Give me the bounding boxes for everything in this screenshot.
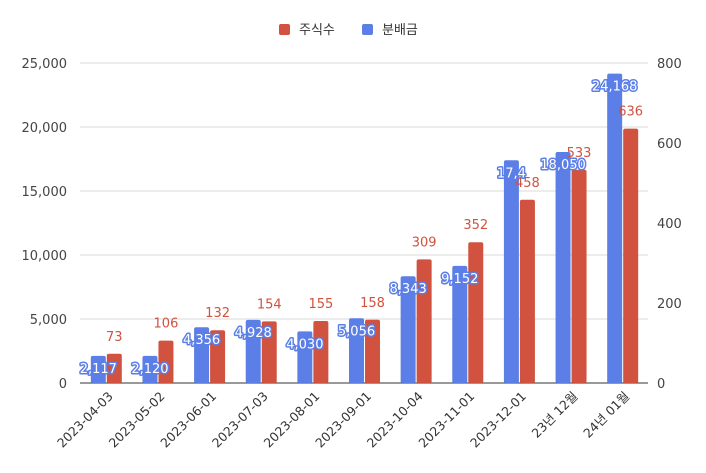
legend: 주식수 분배금 bbox=[279, 23, 418, 38]
bar-분배금-1 bbox=[142, 355, 158, 383]
data-label-주식수-4: 155 bbox=[308, 297, 333, 312]
right-tick-label: 200 bbox=[657, 297, 682, 312]
right-tick-label: 800 bbox=[657, 57, 682, 72]
right-tick-label: 0 bbox=[657, 377, 665, 392]
data-label-분배금-3: 4,928 bbox=[235, 326, 272, 341]
legend-swatch-1 bbox=[362, 24, 373, 35]
data-label-분배금-8: 17,4 bbox=[497, 166, 526, 181]
gridlines bbox=[80, 62, 648, 384]
data-label-주식수-10: 636 bbox=[618, 105, 643, 120]
bar-분배금-6 bbox=[400, 276, 416, 383]
bar-주식수-8 bbox=[519, 199, 535, 383]
legend-label-1: 분배금 bbox=[382, 23, 418, 38]
left-tick-label: 10,000 bbox=[22, 249, 68, 264]
bar-분배금-4 bbox=[297, 331, 313, 383]
category-label-9: 23년 12월 bbox=[528, 389, 580, 441]
bar-주식수-7 bbox=[468, 242, 484, 383]
data-labels: 73 2,117 106 2,120 132 4,356 154 4,928 155 4,030 1… bbox=[78, 78, 643, 378]
data-label-분배금-1: 2,120 bbox=[131, 362, 168, 377]
x-axis: 2023-04-032023-05-022023-06-012023-07-03… bbox=[54, 388, 632, 450]
bar-분배금-5 bbox=[349, 318, 364, 383]
data-label-분배금-10: 24,168 bbox=[592, 80, 638, 95]
bar-주식수-3 bbox=[261, 321, 277, 383]
bar-분배금-7 bbox=[452, 265, 468, 383]
data-label-주식수-3: 154 bbox=[257, 297, 282, 312]
bar-주식수-10 bbox=[623, 128, 639, 383]
bar-주식수-4 bbox=[313, 321, 329, 383]
bar-분배금-2 bbox=[194, 327, 210, 383]
data-label-분배금-5: 5,056 bbox=[338, 324, 375, 339]
data-label-주식수-9: 533 bbox=[567, 146, 592, 161]
bar-분배금-0 bbox=[90, 355, 106, 383]
left-tick-label: 15,000 bbox=[22, 185, 68, 200]
legend-label-0: 주식수 bbox=[299, 23, 335, 38]
right-tick-label: 600 bbox=[657, 137, 682, 152]
data-label-주식수-6: 309 bbox=[412, 235, 437, 250]
right-tick-label: 400 bbox=[657, 217, 682, 232]
legend-swatch-0 bbox=[279, 24, 290, 35]
data-label-분배금-2: 4,356 bbox=[183, 333, 220, 348]
bar-주식수-5 bbox=[365, 319, 380, 383]
left-tick-label: 0 bbox=[59, 377, 67, 392]
data-label-분배금-4: 4,030 bbox=[286, 337, 323, 352]
data-label-분배금-7: 9,152 bbox=[441, 272, 478, 287]
left-tick-label: 5,000 bbox=[30, 313, 67, 328]
left-axis: 0 5,000 10,000 15,000 20,000 25,000 bbox=[22, 57, 68, 392]
bar-주식수-1 bbox=[158, 340, 174, 383]
category-label-10: 24년 01월 bbox=[580, 389, 632, 441]
right-axis: 0 200 400 600 800 bbox=[657, 57, 682, 392]
data-label-주식수-1: 106 bbox=[154, 317, 179, 332]
bar-분배금-9 bbox=[555, 151, 571, 383]
data-label-주식수-8: 458 bbox=[515, 176, 540, 191]
data-label-분배금-9: 18,050 bbox=[540, 158, 586, 173]
data-label-분배금-6: 8,343 bbox=[390, 282, 427, 297]
bar-분배금-10 bbox=[607, 73, 623, 383]
bar-분배금-8 bbox=[503, 160, 519, 383]
data-label-분배금-0: 2,117 bbox=[80, 362, 117, 377]
bar-주식수-6 bbox=[416, 259, 432, 383]
bar-주식수-9 bbox=[571, 169, 587, 383]
bar-분배금-3 bbox=[245, 319, 261, 383]
bar-주식수-0 bbox=[106, 353, 122, 383]
data-label-주식수-7: 352 bbox=[463, 218, 488, 233]
left-tick-label: 25,000 bbox=[22, 57, 68, 72]
category-label-8: 2023-12-01 bbox=[467, 389, 529, 451]
data-label-주식수-2: 132 bbox=[205, 306, 230, 321]
data-label-주식수-0: 73 bbox=[106, 330, 123, 345]
bar-주식수-2 bbox=[210, 330, 226, 383]
left-tick-label: 20,000 bbox=[22, 121, 68, 136]
data-label-주식수-5: 158 bbox=[360, 296, 385, 311]
bars bbox=[90, 73, 639, 383]
